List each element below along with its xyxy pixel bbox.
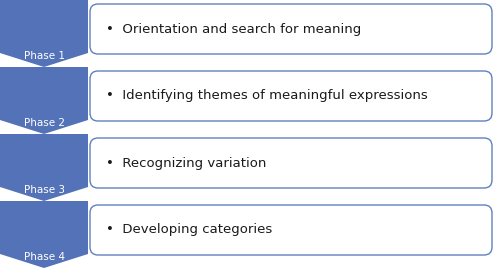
Text: Phase 4: Phase 4 [24, 252, 64, 262]
Polygon shape [0, 0, 88, 67]
Text: Phase 1: Phase 1 [24, 51, 64, 61]
Text: •  Identifying themes of meaningful expressions: • Identifying themes of meaningful expre… [106, 90, 428, 102]
Text: •  Recognizing variation: • Recognizing variation [106, 157, 266, 169]
Polygon shape [0, 67, 88, 134]
FancyBboxPatch shape [90, 4, 492, 54]
FancyBboxPatch shape [90, 205, 492, 255]
Text: Phase 3: Phase 3 [24, 185, 64, 195]
Text: •  Developing categories: • Developing categories [106, 224, 272, 236]
Polygon shape [0, 201, 88, 268]
Polygon shape [0, 134, 88, 201]
Text: •  Orientation and search for meaning: • Orientation and search for meaning [106, 23, 361, 35]
Text: Phase 2: Phase 2 [24, 118, 64, 128]
FancyBboxPatch shape [90, 138, 492, 188]
FancyBboxPatch shape [90, 71, 492, 121]
